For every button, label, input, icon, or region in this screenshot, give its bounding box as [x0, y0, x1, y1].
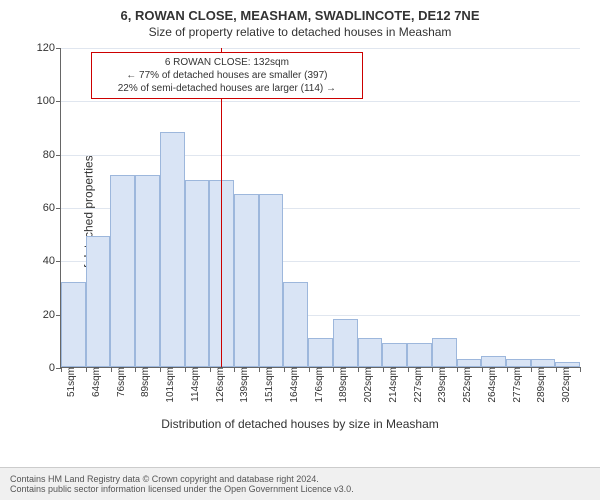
x-axis-label: Distribution of detached houses by size …	[0, 417, 600, 431]
xtick-label: 202sqm	[361, 367, 374, 403]
xtick-mark	[160, 367, 161, 372]
histogram-bar	[308, 338, 333, 367]
xtick-label: 89sqm	[138, 367, 151, 397]
xtick-mark	[61, 367, 62, 372]
histogram-bar	[457, 359, 482, 367]
histogram-bar	[259, 194, 284, 367]
xtick-label: 252sqm	[460, 367, 473, 403]
ytick-label: 40	[43, 255, 61, 267]
annotation-line3: 22% of semi-detached houses are larger (…	[98, 82, 356, 95]
xtick-mark	[432, 367, 433, 372]
histogram-bar	[358, 338, 383, 367]
histogram-bar	[481, 356, 506, 367]
footer-attribution: Contains HM Land Registry data © Crown c…	[0, 467, 600, 500]
xtick-label: 64sqm	[89, 367, 102, 397]
xtick-mark	[507, 367, 508, 372]
xtick-mark	[185, 367, 186, 372]
xtick-mark	[531, 367, 532, 372]
histogram-bar	[185, 180, 210, 367]
histogram-bar	[382, 343, 407, 367]
xtick-label: 101sqm	[163, 367, 176, 403]
xtick-label: 214sqm	[386, 367, 399, 403]
xtick-mark	[86, 367, 87, 372]
histogram-bar	[234, 194, 259, 367]
xtick-mark	[358, 367, 359, 372]
xtick-mark	[284, 367, 285, 372]
xtick-mark	[457, 367, 458, 372]
histogram-bar	[160, 132, 185, 367]
xtick-mark	[408, 367, 409, 372]
ytick-label: 120	[37, 42, 61, 54]
xtick-label: 114sqm	[188, 367, 201, 402]
histogram-bar	[506, 359, 531, 367]
footer-line2: Contains public sector information licen…	[10, 484, 590, 494]
xtick-label: 239sqm	[435, 367, 448, 403]
ytick-label: 20	[43, 309, 61, 321]
xtick-label: 227sqm	[411, 367, 424, 403]
chart-area: Number of detached properties 6 ROWAN CL…	[0, 40, 600, 435]
xtick-label: 176sqm	[312, 367, 325, 403]
xtick-mark	[234, 367, 235, 372]
xtick-mark	[556, 367, 557, 372]
histogram-bar	[283, 282, 308, 367]
histogram-bar	[110, 175, 135, 367]
histogram-bar	[86, 236, 111, 367]
xtick-mark	[333, 367, 334, 372]
ytick-label: 0	[49, 362, 61, 374]
xtick-label: 264sqm	[485, 367, 498, 403]
histogram-bar	[135, 175, 160, 367]
annotation-line1: 6 ROWAN CLOSE: 132sqm	[98, 56, 356, 69]
xtick-label: 51sqm	[64, 367, 77, 397]
xtick-label: 76sqm	[114, 367, 127, 397]
ytick-label: 100	[37, 95, 61, 107]
xtick-label: 151sqm	[262, 367, 275, 403]
ytick-label: 60	[43, 202, 61, 214]
annotation-box: 6 ROWAN CLOSE: 132sqm ← 77% of detached …	[91, 52, 363, 99]
xtick-mark	[309, 367, 310, 372]
ytick-label: 80	[43, 149, 61, 161]
histogram-bar	[333, 319, 358, 367]
xtick-mark	[210, 367, 211, 372]
xtick-label: 289sqm	[534, 367, 547, 403]
chart-title-main: 6, ROWAN CLOSE, MEASHAM, SWADLINCOTE, DE…	[0, 0, 600, 23]
xtick-label: 164sqm	[287, 367, 300, 403]
chart-title-sub: Size of property relative to detached ho…	[0, 23, 600, 39]
histogram-bar	[61, 282, 86, 367]
footer-line1: Contains HM Land Registry data © Crown c…	[10, 474, 590, 484]
xtick-mark	[111, 367, 112, 372]
xtick-label: 139sqm	[237, 367, 250, 403]
xtick-mark	[383, 367, 384, 372]
xtick-label: 302sqm	[559, 367, 572, 403]
histogram-bar	[407, 343, 432, 367]
xtick-mark	[580, 367, 581, 372]
xtick-label: 277sqm	[510, 367, 523, 403]
xtick-label: 126sqm	[213, 367, 226, 403]
xtick-mark	[135, 367, 136, 372]
xtick-mark	[482, 367, 483, 372]
histogram-bar	[432, 338, 457, 367]
xtick-mark	[259, 367, 260, 372]
annotation-line2: ← 77% of detached houses are smaller (39…	[98, 69, 356, 82]
plot-region: 6 ROWAN CLOSE: 132sqm ← 77% of detached …	[60, 48, 580, 368]
xtick-label: 189sqm	[336, 367, 349, 403]
histogram-bar	[531, 359, 556, 367]
